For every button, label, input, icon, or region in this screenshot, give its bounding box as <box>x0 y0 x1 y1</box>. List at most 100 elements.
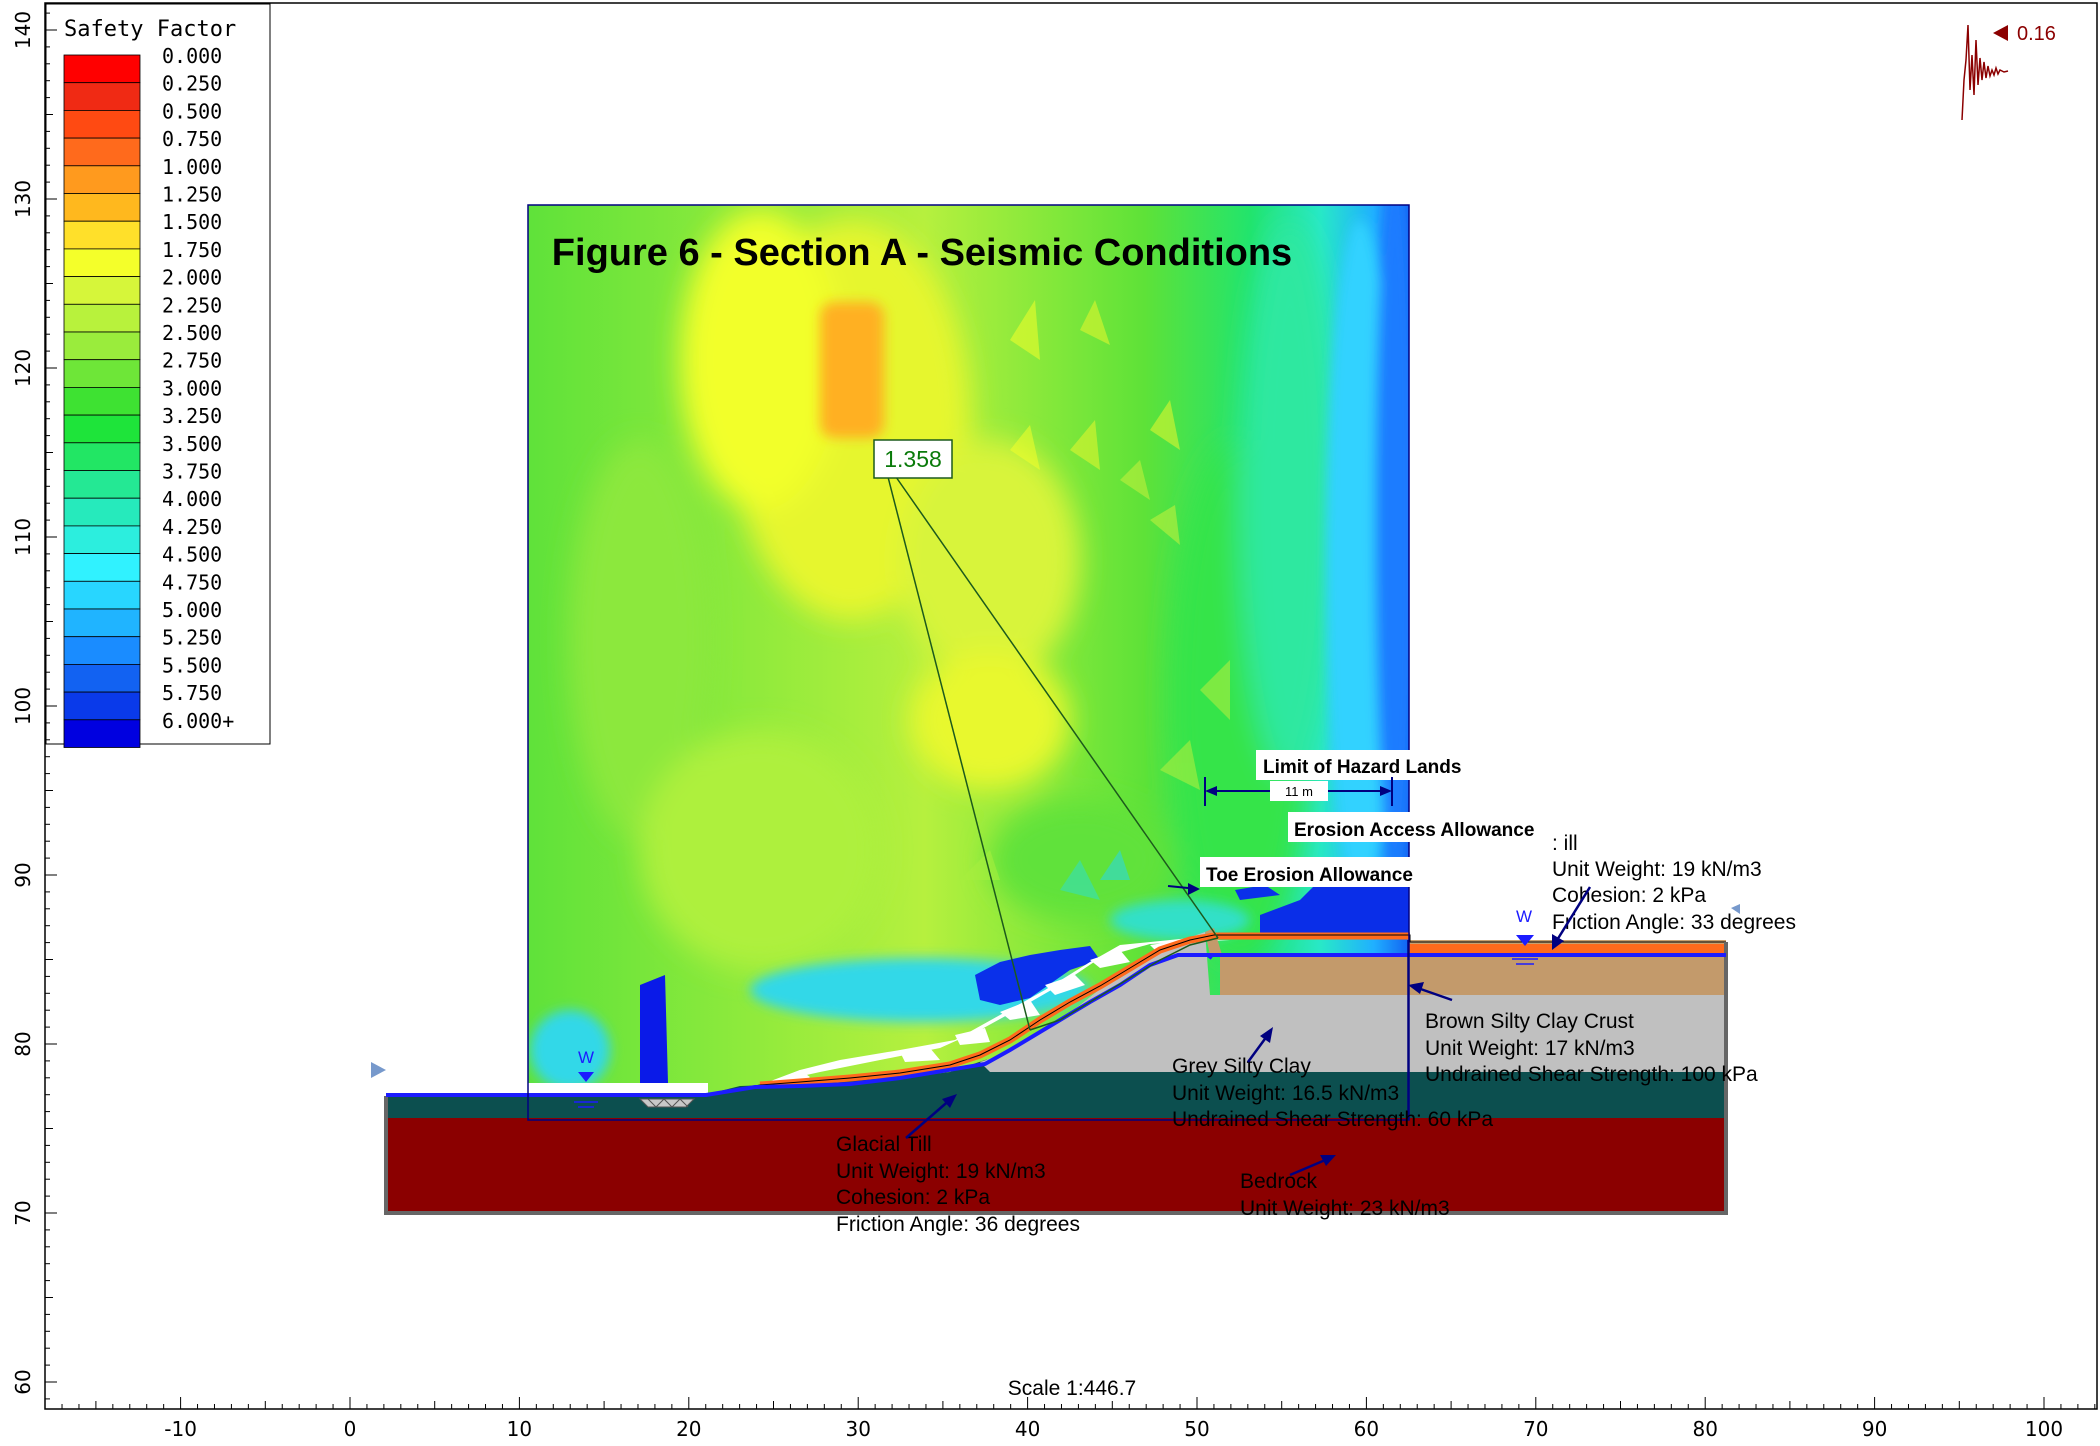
water-symbol-right: W <box>1512 907 1538 965</box>
legend-label: 3.000 <box>162 376 222 400</box>
legend-label: 5.500 <box>162 653 222 677</box>
safety-factor-legend: Safety Factor 0.000 0.250 0.500 0.750 1.000 1… <box>45 3 271 748</box>
legend-label: 1.750 <box>162 238 222 262</box>
seismic-load-indicator[interactable]: 0.16 <box>1961 23 2056 121</box>
contour-blue-zone <box>640 975 668 1083</box>
legend-swatch <box>63 54 141 84</box>
svg-text:Unit Weight: 19 kN/m3: Unit Weight: 19 kN/m3 <box>836 1160 1046 1183</box>
legend-swatch <box>63 220 141 250</box>
contour-orange-zone <box>820 302 884 438</box>
erosion-access-label: Erosion Access Allowance <box>1294 820 1534 841</box>
legend-swatch <box>63 691 141 721</box>
legend-label: 5.250 <box>162 626 222 650</box>
y-tick-label: 120 <box>11 349 35 387</box>
x-tick-label: 40 <box>1015 1417 1040 1441</box>
critical-fs-value: 1.358 <box>884 446 942 472</box>
safety-factor-grid <box>528 205 1409 1125</box>
x-tick-label: 10 <box>507 1417 532 1441</box>
svg-text:Unit Weight: 23 kN/m3: Unit Weight: 23 kN/m3 <box>1240 1197 1450 1220</box>
legend-label: 0.250 <box>162 72 222 96</box>
legend-label: 4.000 <box>162 487 222 511</box>
legend-label: 3.250 <box>162 404 222 428</box>
legend-swatch <box>63 331 141 361</box>
legend-label: 3.500 <box>162 432 222 456</box>
seismic-coefficient: 0.16 <box>2017 23 2056 45</box>
y-axis: 60 70 80 90 100 110 120 130 140 <box>11 3 57 1409</box>
y-tick-label: 80 <box>11 1031 35 1056</box>
legend-title: Safety Factor <box>64 17 236 42</box>
critical-fs-box[interactable] <box>873 439 953 479</box>
y-tick-label: 100 <box>11 687 35 725</box>
legend-label: 2.500 <box>162 321 222 345</box>
svg-text:Cohesion: 2 kPa: Cohesion: 2 kPa <box>836 1186 990 1209</box>
x-axis: -10 0 10 20 30 40 50 60 70 80 90 100 <box>45 1397 2097 1441</box>
y-tick-label: 130 <box>11 180 35 218</box>
legend-swatch <box>63 110 141 139</box>
figure-title: Figure 6 - Section A - Seismic Condition… <box>552 232 1292 274</box>
legend-label: 5.750 <box>162 681 222 705</box>
critical-slip-surface <box>887 476 1219 1031</box>
y-tick-label: 110 <box>11 518 35 556</box>
svg-text:Unit Weight: 19 kN/m3: Unit Weight: 19 kN/m3 <box>1552 858 1762 881</box>
legend-label: 1.000 <box>162 155 222 179</box>
water-symbol-left: W <box>574 1048 598 1108</box>
legend-swatch <box>63 193 141 222</box>
y-tick-label: 90 <box>11 862 35 887</box>
legend-label: 0.750 <box>162 127 222 151</box>
legend-label: 5.000 <box>162 598 222 622</box>
x-tick-label: 80 <box>1692 1417 1717 1441</box>
x-tick-label: 30 <box>845 1417 870 1441</box>
legend-label: 2.000 <box>162 266 222 290</box>
right-boundary-marker <box>1731 904 1740 914</box>
x-tick-label: 0 <box>344 1417 357 1441</box>
svg-text:Unit Weight: 16.5 kN/m3: Unit Weight: 16.5 kN/m3 <box>1172 1082 1399 1105</box>
legend-swatch <box>63 442 141 471</box>
svg-text:Cohesion: 2 kPa: Cohesion: 2 kPa <box>1552 884 1706 907</box>
svg-text:Friction Angle: 36 degrees: Friction Angle: 36 degrees <box>836 1213 1080 1236</box>
legend-swatch <box>63 414 141 444</box>
legend-label: 0.000 <box>162 44 222 68</box>
y-tick-label: 140 <box>11 11 35 49</box>
legend-swatch <box>63 303 141 333</box>
soil-profile <box>384 928 1728 1215</box>
legend-swatch <box>63 608 141 638</box>
left-boundary-marker <box>371 1062 386 1078</box>
bedrock-layer <box>386 1118 1726 1213</box>
legend-swatch <box>63 580 141 610</box>
seismic-arrow-icon <box>1993 25 2008 41</box>
legend-label: 2.750 <box>162 349 222 373</box>
legend-swatch <box>63 719 141 748</box>
svg-text:Undrained Shear Strength: 100: Undrained Shear Strength: 100 kPa <box>1425 1063 1758 1086</box>
limit-hazard-label: Limit of Hazard Lands <box>1263 757 1461 778</box>
legend-swatch <box>63 276 141 305</box>
legend-swatch <box>63 470 141 499</box>
unsolved-zone <box>760 938 1230 1085</box>
svg-text:Grey Silty Clay: Grey Silty Clay <box>1172 1055 1311 1078</box>
y-tick-label: 60 <box>11 1369 35 1394</box>
svg-text:Brown Silty Clay Crust: Brown Silty Clay Crust <box>1425 1010 1634 1033</box>
legend-swatch <box>63 248 141 277</box>
legend-swatch <box>63 553 141 582</box>
legend-swatch <box>63 636 141 665</box>
x-tick-label: 50 <box>1184 1417 1209 1441</box>
legend-swatch <box>63 359 141 388</box>
dimension-11m: 11 m <box>1285 784 1313 799</box>
svg-text:W: W <box>578 1048 594 1067</box>
x-tick-label: 60 <box>1354 1417 1379 1441</box>
grey-silty-clay-layer <box>980 932 1726 1072</box>
x-tick-label: 90 <box>1862 1417 1887 1441</box>
legend-label: 4.750 <box>162 570 222 594</box>
svg-text:Undrained Shear Strength: 60 k: Undrained Shear Strength: 60 kPa <box>1172 1108 1493 1131</box>
legend-swatch <box>63 525 141 555</box>
svg-text:Unit Weight: 17 kN/m3: Unit Weight: 17 kN/m3 <box>1425 1037 1635 1060</box>
legend-swatch <box>63 497 141 527</box>
legend-swatch <box>63 82 141 111</box>
legend-label: 3.750 <box>162 460 222 484</box>
legend-label: 0.500 <box>162 99 222 123</box>
legend-swatch <box>63 664 141 693</box>
svg-text:: ill: : ill <box>1552 832 1578 855</box>
water-table-line <box>386 953 1726 1097</box>
annotations: Limit of Hazard Lands 11 m Erosion Acces… <box>836 750 1796 1236</box>
seismic-waveform-icon <box>1961 24 2009 121</box>
